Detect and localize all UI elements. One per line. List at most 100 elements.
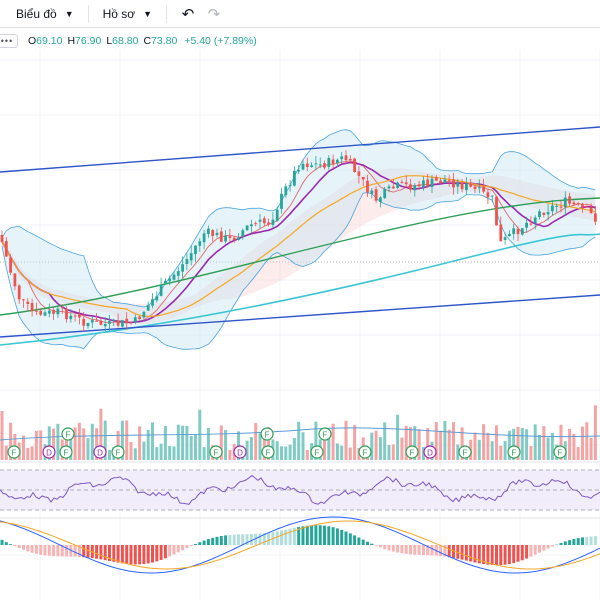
candle-body [189, 253, 193, 261]
macd-histogram-bar [172, 545, 176, 555]
candle-body [383, 188, 387, 199]
candle-body [430, 178, 434, 187]
volume-bar [576, 447, 580, 460]
financial-event-marker-circle [261, 445, 275, 459]
macd-histogram-bar [86, 545, 90, 558]
candle-body [434, 177, 438, 181]
candle-body [508, 234, 511, 237]
volume-bar [374, 430, 378, 460]
volume-bar [189, 435, 193, 460]
volume-bar [202, 447, 206, 460]
macd-histogram-bar [593, 536, 597, 545]
volume-bar [533, 424, 537, 460]
volume-bar [456, 444, 460, 460]
candle-body [594, 213, 597, 222]
candle-body [219, 231, 223, 242]
candle-body [22, 299, 25, 301]
volume-bar [378, 437, 382, 460]
candle-body [65, 308, 68, 320]
financial-event-marker: F [7, 445, 21, 459]
macd-histogram-bar [112, 545, 116, 562]
macd-histogram-bar [228, 534, 232, 545]
cloud-area [2, 168, 596, 324]
candle-body [258, 219, 262, 222]
candle-body [262, 218, 266, 224]
volume-ma-line [0, 427, 600, 441]
candle-body [409, 184, 412, 190]
volume-bar [65, 430, 68, 460]
candle-body [267, 222, 270, 225]
volume-bar [314, 421, 318, 460]
high-value: 76.90 [75, 35, 102, 47]
candle-body [357, 171, 361, 176]
candle-body [495, 196, 498, 226]
candle-body [43, 312, 47, 316]
financial-event-marker: F [261, 445, 275, 459]
candle-body [99, 320, 103, 325]
macd-histogram-bar [391, 545, 395, 552]
macd-histogram-bar [30, 545, 34, 553]
undo-icon[interactable]: ↶ [181, 5, 195, 23]
macd-histogram-bar [357, 537, 361, 545]
volume-bar [176, 424, 180, 460]
volume-bar [473, 432, 477, 460]
candle-body [310, 165, 313, 168]
volume-bar [90, 423, 94, 460]
redo-icon[interactable]: ↷ [207, 5, 221, 23]
macd-histogram-bar [211, 537, 215, 545]
volume-bar [387, 444, 391, 460]
macd-histogram-bar [443, 545, 447, 557]
volume-bar [151, 422, 154, 460]
candle-body [198, 241, 202, 246]
macd-histogram-bar [430, 545, 434, 556]
macd-histogram-bar [292, 527, 296, 545]
financial-event-marker-circle [209, 445, 223, 459]
volume-bar [542, 426, 546, 460]
dividend-event-marker-circle [233, 445, 247, 459]
financial-event-marker-circle [111, 445, 125, 459]
macd-histogram-bar [477, 545, 481, 564]
volume-bar [400, 437, 404, 460]
profile-menu-button[interactable]: Hồ sơ ▼ [97, 3, 158, 25]
volume-bar [185, 425, 189, 460]
financial-event-marker-circle [358, 445, 372, 459]
macd-histogram-bar [374, 545, 378, 546]
financial-event-marker: F [458, 445, 472, 459]
volume-bar [413, 426, 417, 460]
macd-histogram-bar [155, 545, 159, 562]
macd-histogram-bar [404, 545, 408, 554]
candle-body [499, 224, 503, 242]
macd-histogram-bar [378, 545, 382, 548]
more-options-icon[interactable]: ••• [0, 34, 18, 48]
volume-bar [305, 449, 309, 460]
candle-body [426, 179, 430, 187]
volume-bar [9, 422, 13, 460]
chart-menu-button[interactable]: Biểu đồ ▼ [10, 3, 80, 25]
candle-body [151, 299, 154, 306]
financial-event-marker: F [111, 445, 125, 459]
candle-body [138, 316, 141, 320]
volume-bar [585, 422, 589, 460]
financial-event-marker-label: F [558, 448, 563, 457]
macd-histogram-bar [383, 545, 387, 550]
volume-bar [581, 426, 584, 460]
macd-histogram-bar [215, 536, 219, 545]
volume-bar [267, 427, 271, 460]
candle-body [503, 237, 507, 240]
macd-histogram-bar [103, 545, 107, 561]
candle-body [417, 184, 421, 187]
candle-body [159, 284, 163, 296]
volume-bar [0, 411, 4, 460]
macd-histogram-bar [34, 545, 38, 554]
candle-body [529, 223, 533, 225]
open-label: O [28, 35, 37, 47]
candle-body [387, 186, 391, 189]
macd-histogram-bar [568, 540, 572, 545]
candle-body [26, 301, 30, 305]
financial-event-marker-label: F [463, 448, 468, 457]
candle-body [404, 182, 408, 185]
toolbar-divider [166, 4, 168, 23]
candle-body [228, 236, 232, 239]
macd-histogram-bar [525, 545, 529, 559]
